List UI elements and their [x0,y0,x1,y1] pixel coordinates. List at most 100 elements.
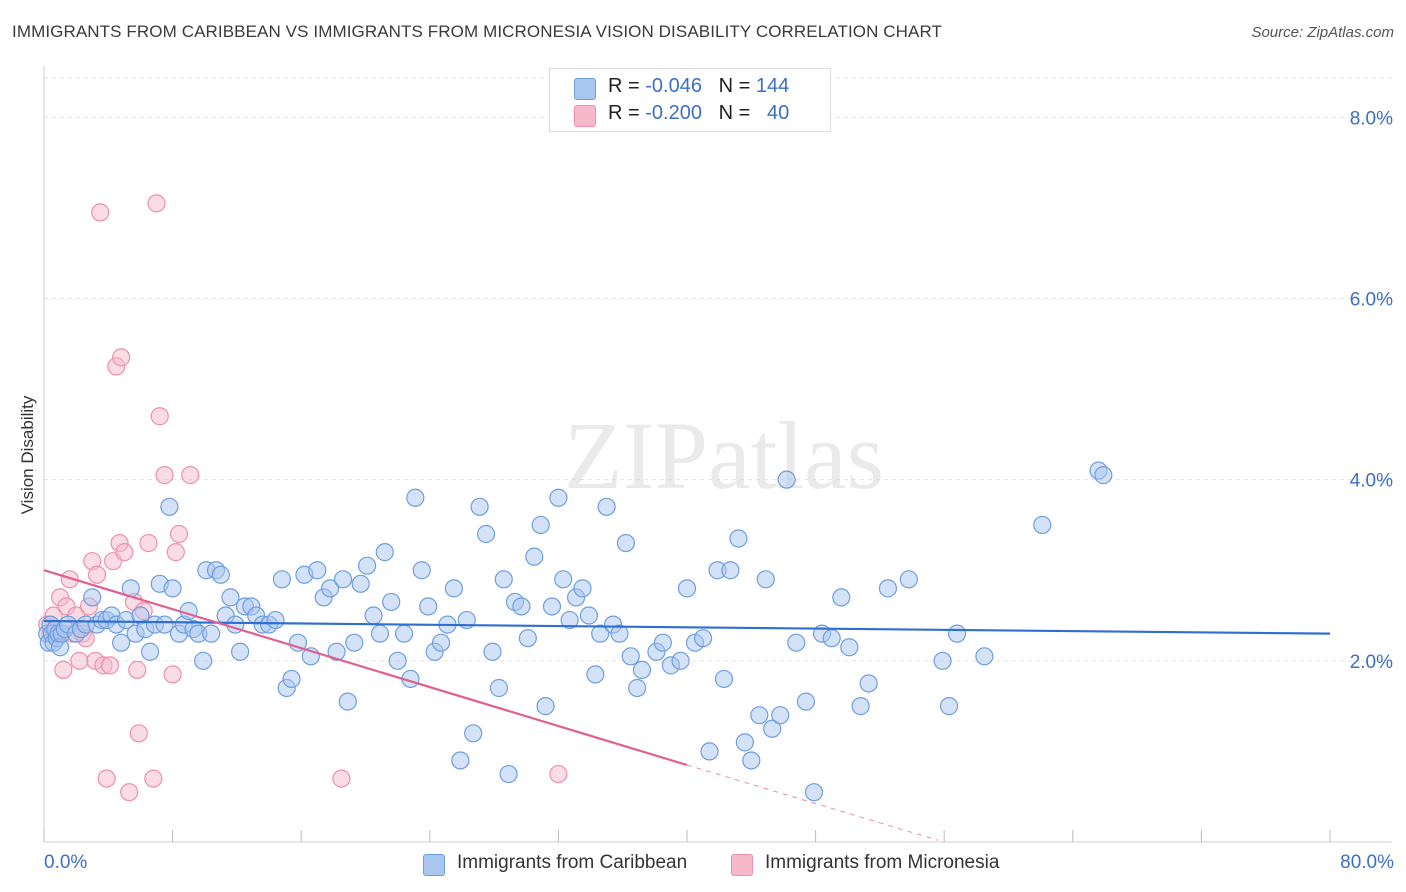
caribbean-point [549,488,568,507]
caribbean-point [431,633,451,652]
caribbean-point [653,633,672,652]
source-note: Source: ZipAtlas.com [1251,24,1394,41]
micronesia-point [70,651,89,670]
caribbean-point [628,678,647,698]
stats-legend: R = -0.046 N = 144 R = -0.200 N = 40 [549,68,831,132]
micronesia-point [115,543,134,562]
caribbean-point [859,674,878,693]
caribbean-point [470,497,489,516]
micronesia-point [91,203,110,222]
n-label: N = [718,75,751,97]
micronesia-point [120,783,139,802]
caribbean-point [333,570,353,589]
caribbean-point [554,570,573,589]
caribbean-point [742,751,761,770]
caribbean-point [211,565,230,584]
micronesia-point [54,660,73,679]
caribbean-point [321,579,340,598]
caribbean-point [677,579,697,598]
micronesia-point [100,656,120,675]
caribbean-point [573,579,592,598]
caribbean-point [525,547,544,566]
caribbean-point [364,606,383,625]
micronesia-swatch [731,854,753,876]
caribbean-point [112,633,131,652]
micronesia-point [155,466,174,485]
caribbean-point [542,597,562,616]
caribbean-point [406,488,425,507]
caribbean-point [777,470,796,489]
caribbean-point [763,719,782,738]
caribbean-point [282,669,301,689]
caribbean-point [382,592,401,612]
caribbean-point [231,642,250,661]
axes [43,66,1392,843]
caribbean-point [729,529,748,548]
caribbean-point [536,697,555,716]
caribbean-point [621,647,640,666]
legend-label: Immigrants from Micronesia [765,852,1000,873]
y-tick-label: 8.0% [1350,108,1393,129]
caribbean-point [721,561,740,580]
caribbean-point [693,629,713,648]
caribbean-point [671,651,690,670]
micronesia-point [166,543,185,562]
micronesia-point [147,194,166,213]
series-legend: Immigrants from Caribbean Immigrants fro… [0,852,1406,878]
caribbean-point [266,610,285,630]
caribbean-point [358,556,377,575]
micronesia-trend-line [43,569,688,767]
micronesia-point [139,533,158,553]
caribbean-point [370,624,390,643]
caribbean-point [878,579,898,598]
caribbean-point [597,497,616,516]
trend-lines [43,569,1331,841]
caribbean-swatch [574,78,596,100]
caribbean-point [579,606,599,625]
caribbean-point [1094,466,1113,485]
y-tick-label: 2.0% [1350,652,1393,673]
caribbean-point [756,570,775,589]
caribbean-point [591,624,610,643]
micronesia-point [128,660,147,679]
caribbean-point [947,624,967,643]
caribbean-point [700,742,719,761]
caribbean-point [375,543,394,562]
caribbean-point [840,638,859,657]
legend-label: Immigrants from Caribbean [457,852,688,873]
caribbean-point [444,579,464,598]
caribbean-point [975,647,994,666]
micronesia-point [150,407,169,426]
r-label: R = [608,75,640,97]
n-value: 144 [755,75,790,97]
caribbean-point [714,669,734,689]
caribbean-point [83,588,102,607]
watermark: ZIPatlas [564,402,884,509]
y-tick-label: 4.0% [1350,471,1393,492]
x-tick-min: 0.0% [44,852,88,873]
caribbean-point [345,633,364,652]
micronesia-point [332,769,351,788]
caribbean-swatch [423,854,445,876]
micronesia-point [87,565,107,584]
caribbean-point [194,651,213,670]
caribbean-point [419,597,438,616]
caribbean-point [822,629,841,648]
caribbean-point [155,615,174,634]
caribbean-point [140,642,160,661]
caribbean-point [202,624,221,643]
caribbean-trend-line [43,619,1331,635]
caribbean-point [476,524,496,544]
micronesia-point [144,769,163,788]
caribbean-point [804,783,824,802]
caribbean-point [560,610,579,630]
caribbean-point [610,624,629,643]
caribbean-point [518,629,537,648]
caribbean-point [394,624,414,643]
caribbean-point [735,733,754,752]
caribbean-point [939,697,959,716]
micronesia-point [97,769,116,788]
caribbean-point [489,678,509,698]
r-value: -0.046 [645,75,702,97]
micronesia-trend-extension [686,764,938,841]
